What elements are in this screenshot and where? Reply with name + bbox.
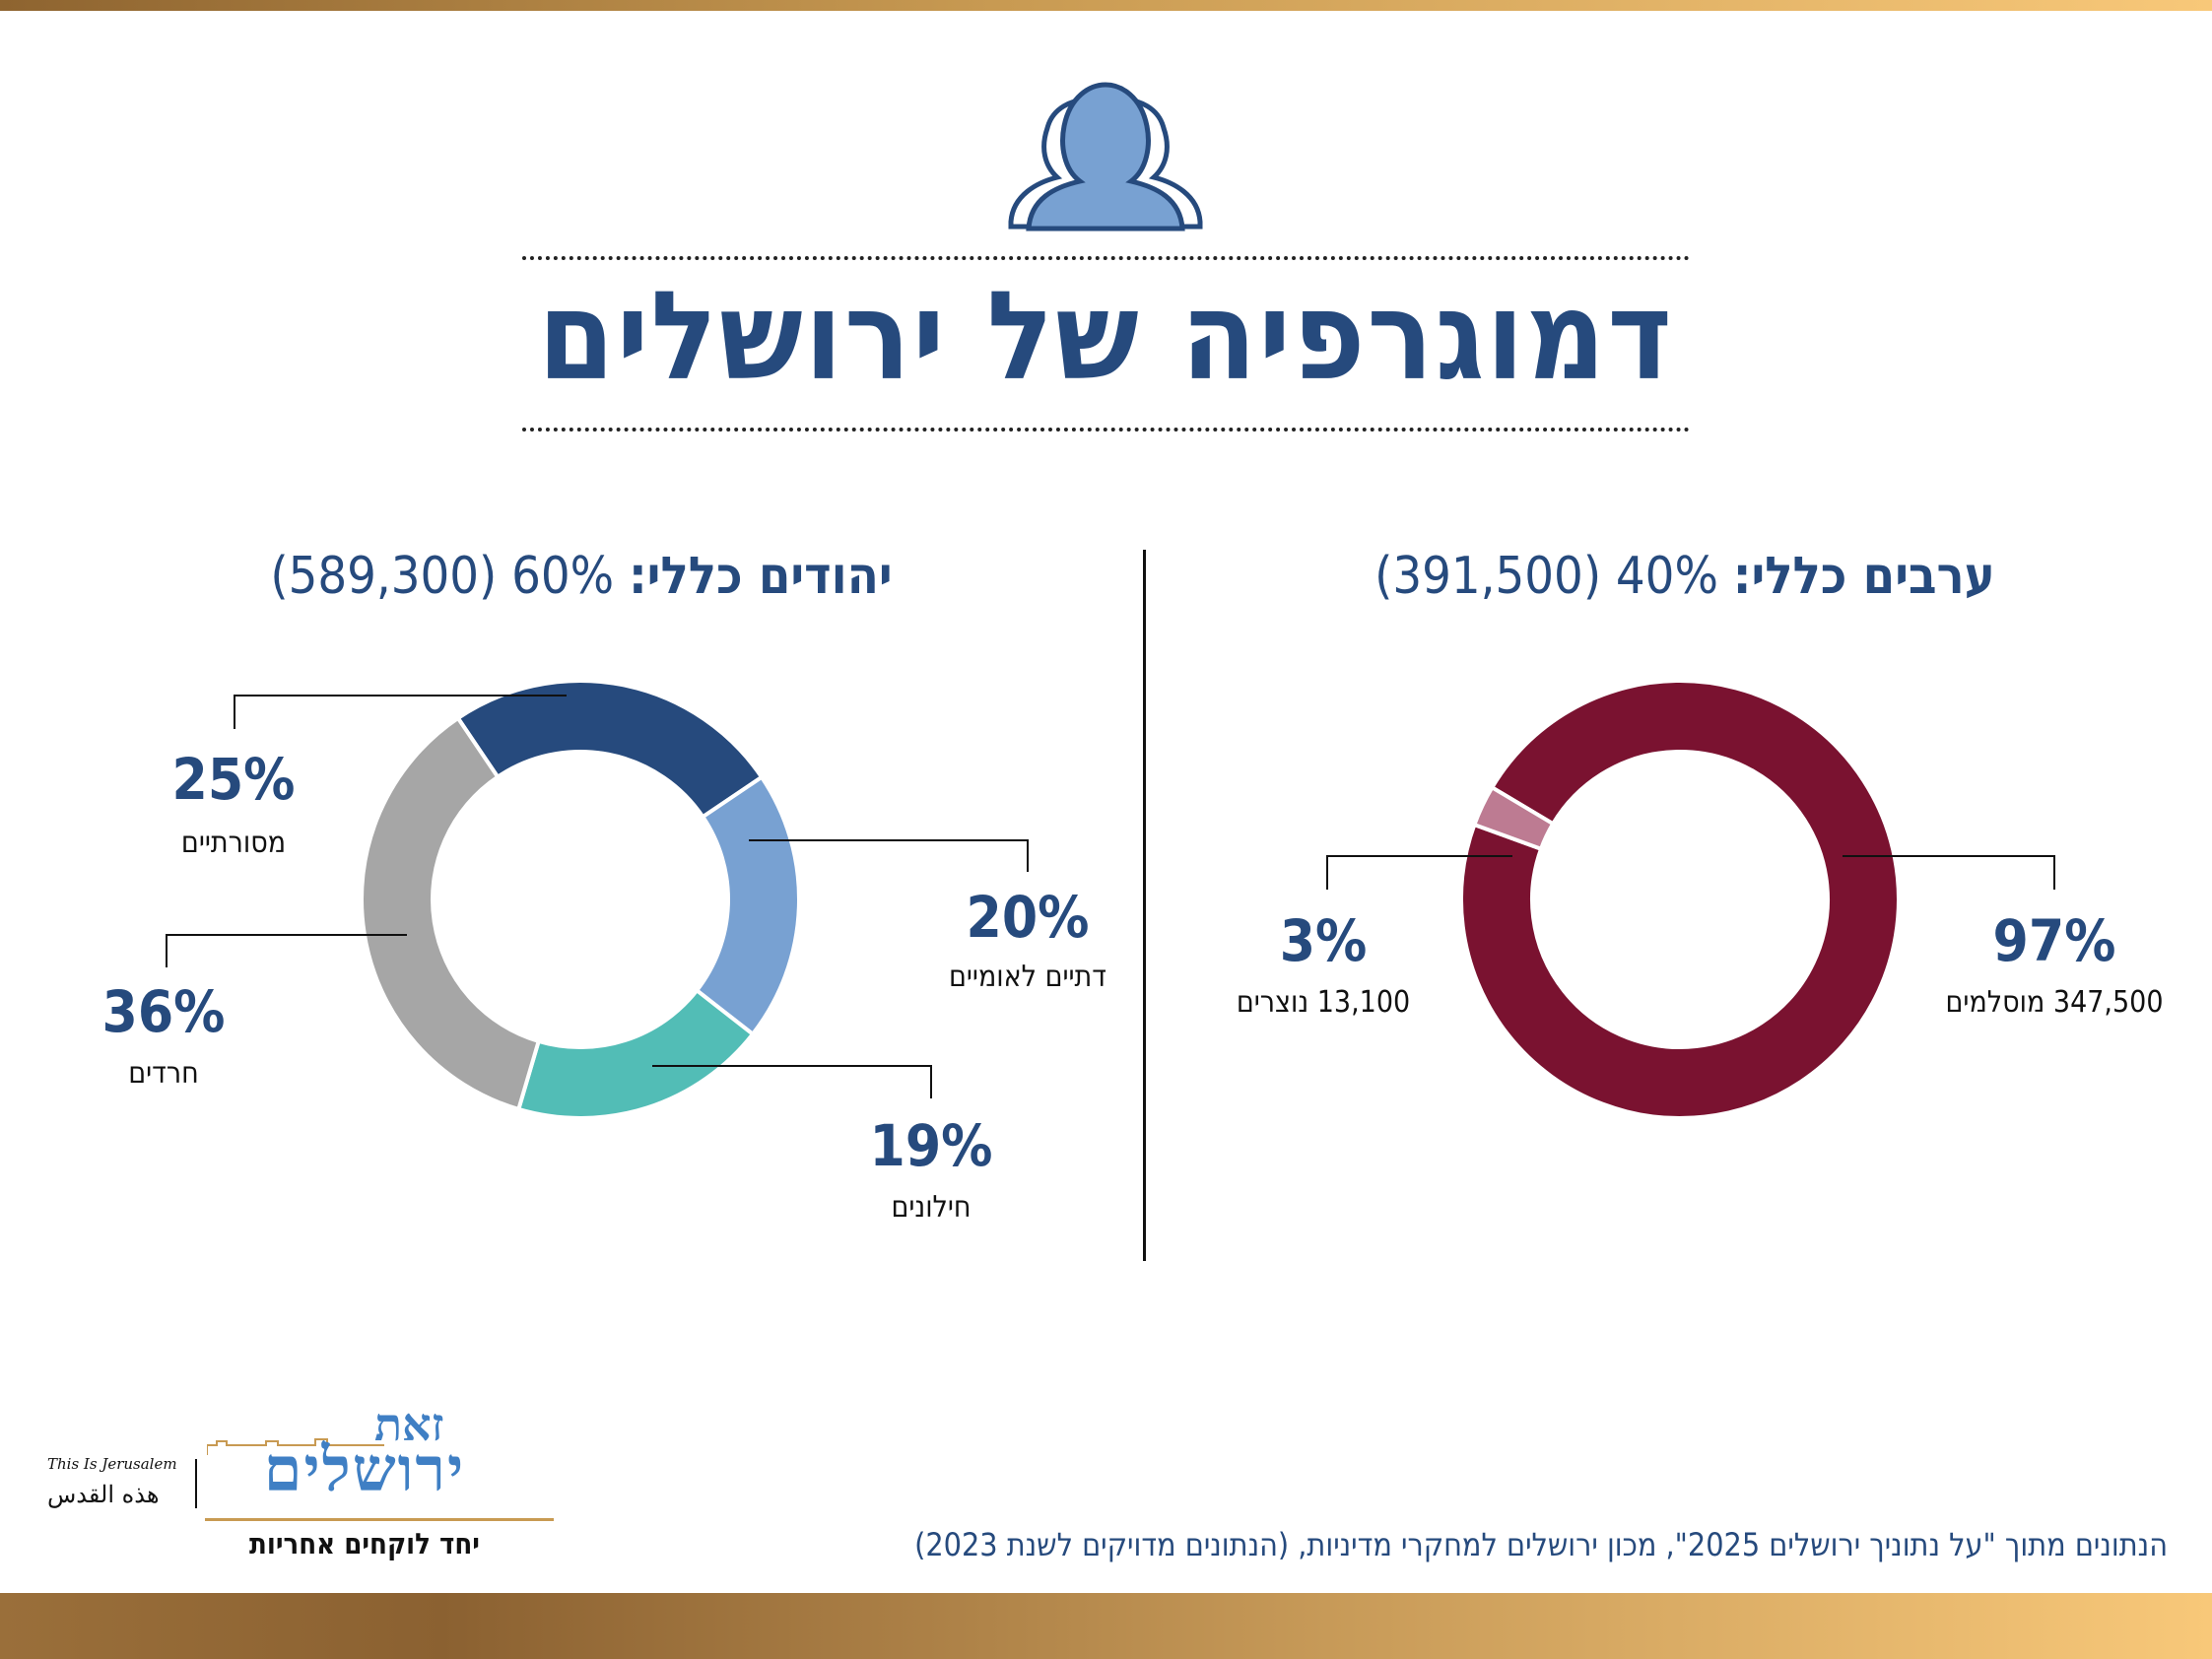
jews-donut-chart (360, 679, 801, 1120)
label-pct-hilonim: 19% (869, 1112, 993, 1179)
leader-line-datiim-leumiim (749, 839, 1029, 872)
label-pct-datiim-leumiim: 20% (966, 884, 1090, 951)
logo-separator (195, 1459, 197, 1508)
leader-line-masoratiim (234, 695, 567, 729)
jews-slice-3 (515, 987, 756, 1120)
leader-line-hilonim (652, 1065, 932, 1098)
section-divider (1143, 550, 1146, 1261)
bottom-gold-bar (0, 1593, 2212, 1659)
jews-section-heading: יהודים כללי: 60% (589,300) (227, 542, 936, 611)
top-gold-bar (0, 0, 2212, 11)
arabs-slice-1 (1459, 679, 1901, 1120)
logo-hebrew-line2: ירושלים (263, 1433, 466, 1505)
label-pct-haredim: 36% (101, 978, 226, 1045)
logo-english: This Is Jerusalem (47, 1455, 177, 1473)
label-cat-hilonim: חילונים (891, 1190, 972, 1225)
title-dotted-line-bottom (522, 428, 1690, 431)
source-note: הנתונים מתוך "על נתוניך ירושלים 2025", מ… (914, 1526, 2168, 1563)
label-cat-muslims: 347,500 מוסלמים (1945, 985, 2164, 1020)
jews-slice-1 (455, 679, 765, 820)
jews-heading-lead: יהודים כללי: (628, 547, 893, 606)
label-pct-muslims: 97% (1992, 907, 2116, 974)
logo-tagline: יחד לוקחים אחריות (249, 1527, 480, 1560)
label-cat-haredim: חרדים (128, 1056, 199, 1091)
label-pct-christians: 3% (1279, 907, 1368, 974)
jews-heading-rest: 60% (589,300) (270, 547, 629, 606)
people-group-icon (1008, 82, 1203, 232)
leader-line-christians (1326, 855, 1512, 890)
city-wall-icon (207, 1438, 384, 1455)
jews-slice-4 (360, 715, 542, 1112)
arabs-donut-chart (1459, 679, 1901, 1120)
arabs-section-heading: ערבים כללי: 40% (391,500) (1330, 542, 2040, 611)
leader-line-haredim (166, 934, 407, 967)
jews-slice-2 (694, 774, 801, 1037)
logo-arabic: هذه القدس (47, 1481, 160, 1508)
this-is-jerusalem-logo: זאת ירושלים This Is Jerusalem هذه القدس … (39, 1400, 554, 1571)
label-cat-christians: 13,100 נוצרים (1236, 985, 1411, 1020)
arabs-heading-rest: 40% (391,500) (1374, 547, 1733, 606)
arabs-slice-2 (1471, 784, 1556, 852)
logo-gold-underline (205, 1518, 554, 1521)
label-cat-datiim-leumiim: דתיים לאומיים (948, 960, 1107, 994)
label-pct-masoratiim: 25% (171, 746, 296, 813)
label-cat-masoratiim: מסורתיים (180, 826, 287, 860)
title-dotted-line-top (522, 256, 1690, 260)
logo-hebrew-line1: זאת (374, 1398, 444, 1451)
arabs-heading-lead: ערבים כללי: (1732, 547, 1995, 606)
leader-line-muslims (1843, 855, 2055, 890)
page-title: דמוגרפיה של ירושלים (538, 266, 1674, 408)
